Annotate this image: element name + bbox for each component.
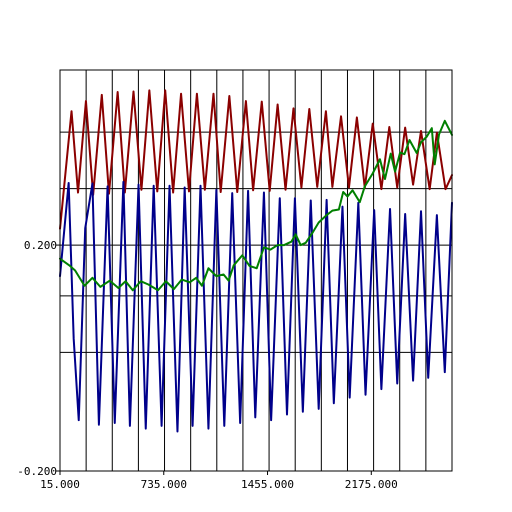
x-tick-label: 735.000 [141,478,187,491]
y-tick-label: 0.200 [24,239,57,252]
x-tick-label: 1455.000 [241,478,294,491]
series-line-red [59,89,453,230]
grid [60,70,452,471]
x-tick-label: 2175.000 [345,478,398,491]
tick-labels: 15.000 735.000 1455.000 2175.000 -0.200 0.200 [17,239,398,491]
y-tick-label: -0.200 [17,465,57,478]
series-line-green [59,119,453,292]
plot-frame [59,69,453,472]
x-tick-label: 15.000 [40,478,80,491]
series-group [59,89,453,433]
series-line-blue [59,180,453,433]
